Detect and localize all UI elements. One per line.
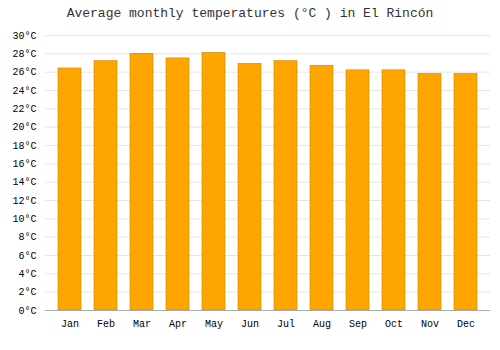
svg-text:0°C: 0°C <box>18 306 36 317</box>
svg-text:Jan: Jan <box>61 319 79 330</box>
svg-text:14°C: 14°C <box>12 177 36 188</box>
svg-text:Aug: Aug <box>313 319 331 330</box>
svg-text:2°C: 2°C <box>18 287 36 298</box>
svg-text:Nov: Nov <box>421 319 439 330</box>
html-text:Average monthly temperatures (: Average monthly temperatures (°C ) in El… <box>66 6 434 21</box>
svg-text:Sep: Sep <box>349 319 367 330</box>
svg-text:8°C: 8°C <box>18 232 36 243</box>
svg-text:18°C: 18°C <box>12 141 36 152</box>
svg-text:Jul: Jul <box>277 319 295 330</box>
svg-text:16°C: 16°C <box>12 159 36 170</box>
svg-text:22°C: 22°C <box>12 104 36 115</box>
svg-text:30°C: 30°C <box>12 31 36 42</box>
svg-text:Apr: Apr <box>169 319 187 330</box>
svg-text:10°C: 10°C <box>12 214 36 225</box>
svg-text:Jun: Jun <box>241 319 259 330</box>
svg-text:Mar: Mar <box>133 319 151 330</box>
svg-text:6°C: 6°C <box>18 251 36 262</box>
svg-text:24°C: 24°C <box>12 86 36 97</box>
svg-text:May: May <box>205 319 223 330</box>
svg-text:Oct: Oct <box>385 319 403 330</box>
svg-text:Dec: Dec <box>457 319 475 330</box>
svg-text:Feb: Feb <box>97 319 115 330</box>
svg-text:26°C: 26°C <box>12 67 36 78</box>
svg-text:4°C: 4°C <box>18 269 36 280</box>
svg-text:12°C: 12°C <box>12 196 36 207</box>
svg-text:20°C: 20°C <box>12 122 36 133</box>
svg-text:28°C: 28°C <box>12 49 36 60</box>
